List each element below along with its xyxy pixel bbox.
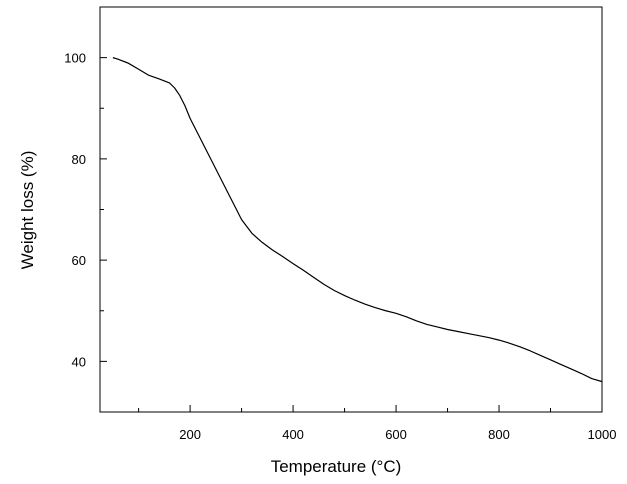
axis-tick-labels: 200 400 600 800 1000 40 60 80 100	[64, 51, 616, 442]
x-tick-label: 600	[385, 427, 407, 442]
y-tick-label: 60	[72, 253, 86, 268]
y-tick-label: 40	[72, 354, 86, 369]
y-tick-label: 100	[64, 51, 86, 66]
x-tick-label: 200	[179, 427, 201, 442]
plot-frame	[99, 6, 603, 413]
y-tick-label: 80	[72, 152, 86, 167]
y-axis-title: Weight loss (%)	[18, 151, 37, 270]
x-tick-label: 1000	[588, 427, 617, 442]
x-tick-label: 400	[282, 427, 304, 442]
axis-ticks	[100, 57, 603, 412]
x-tick-label: 800	[488, 427, 510, 442]
x-axis-title: Temperature (°C)	[271, 457, 402, 476]
series-line-1	[112, 57, 603, 383]
series-group	[112, 57, 603, 383]
